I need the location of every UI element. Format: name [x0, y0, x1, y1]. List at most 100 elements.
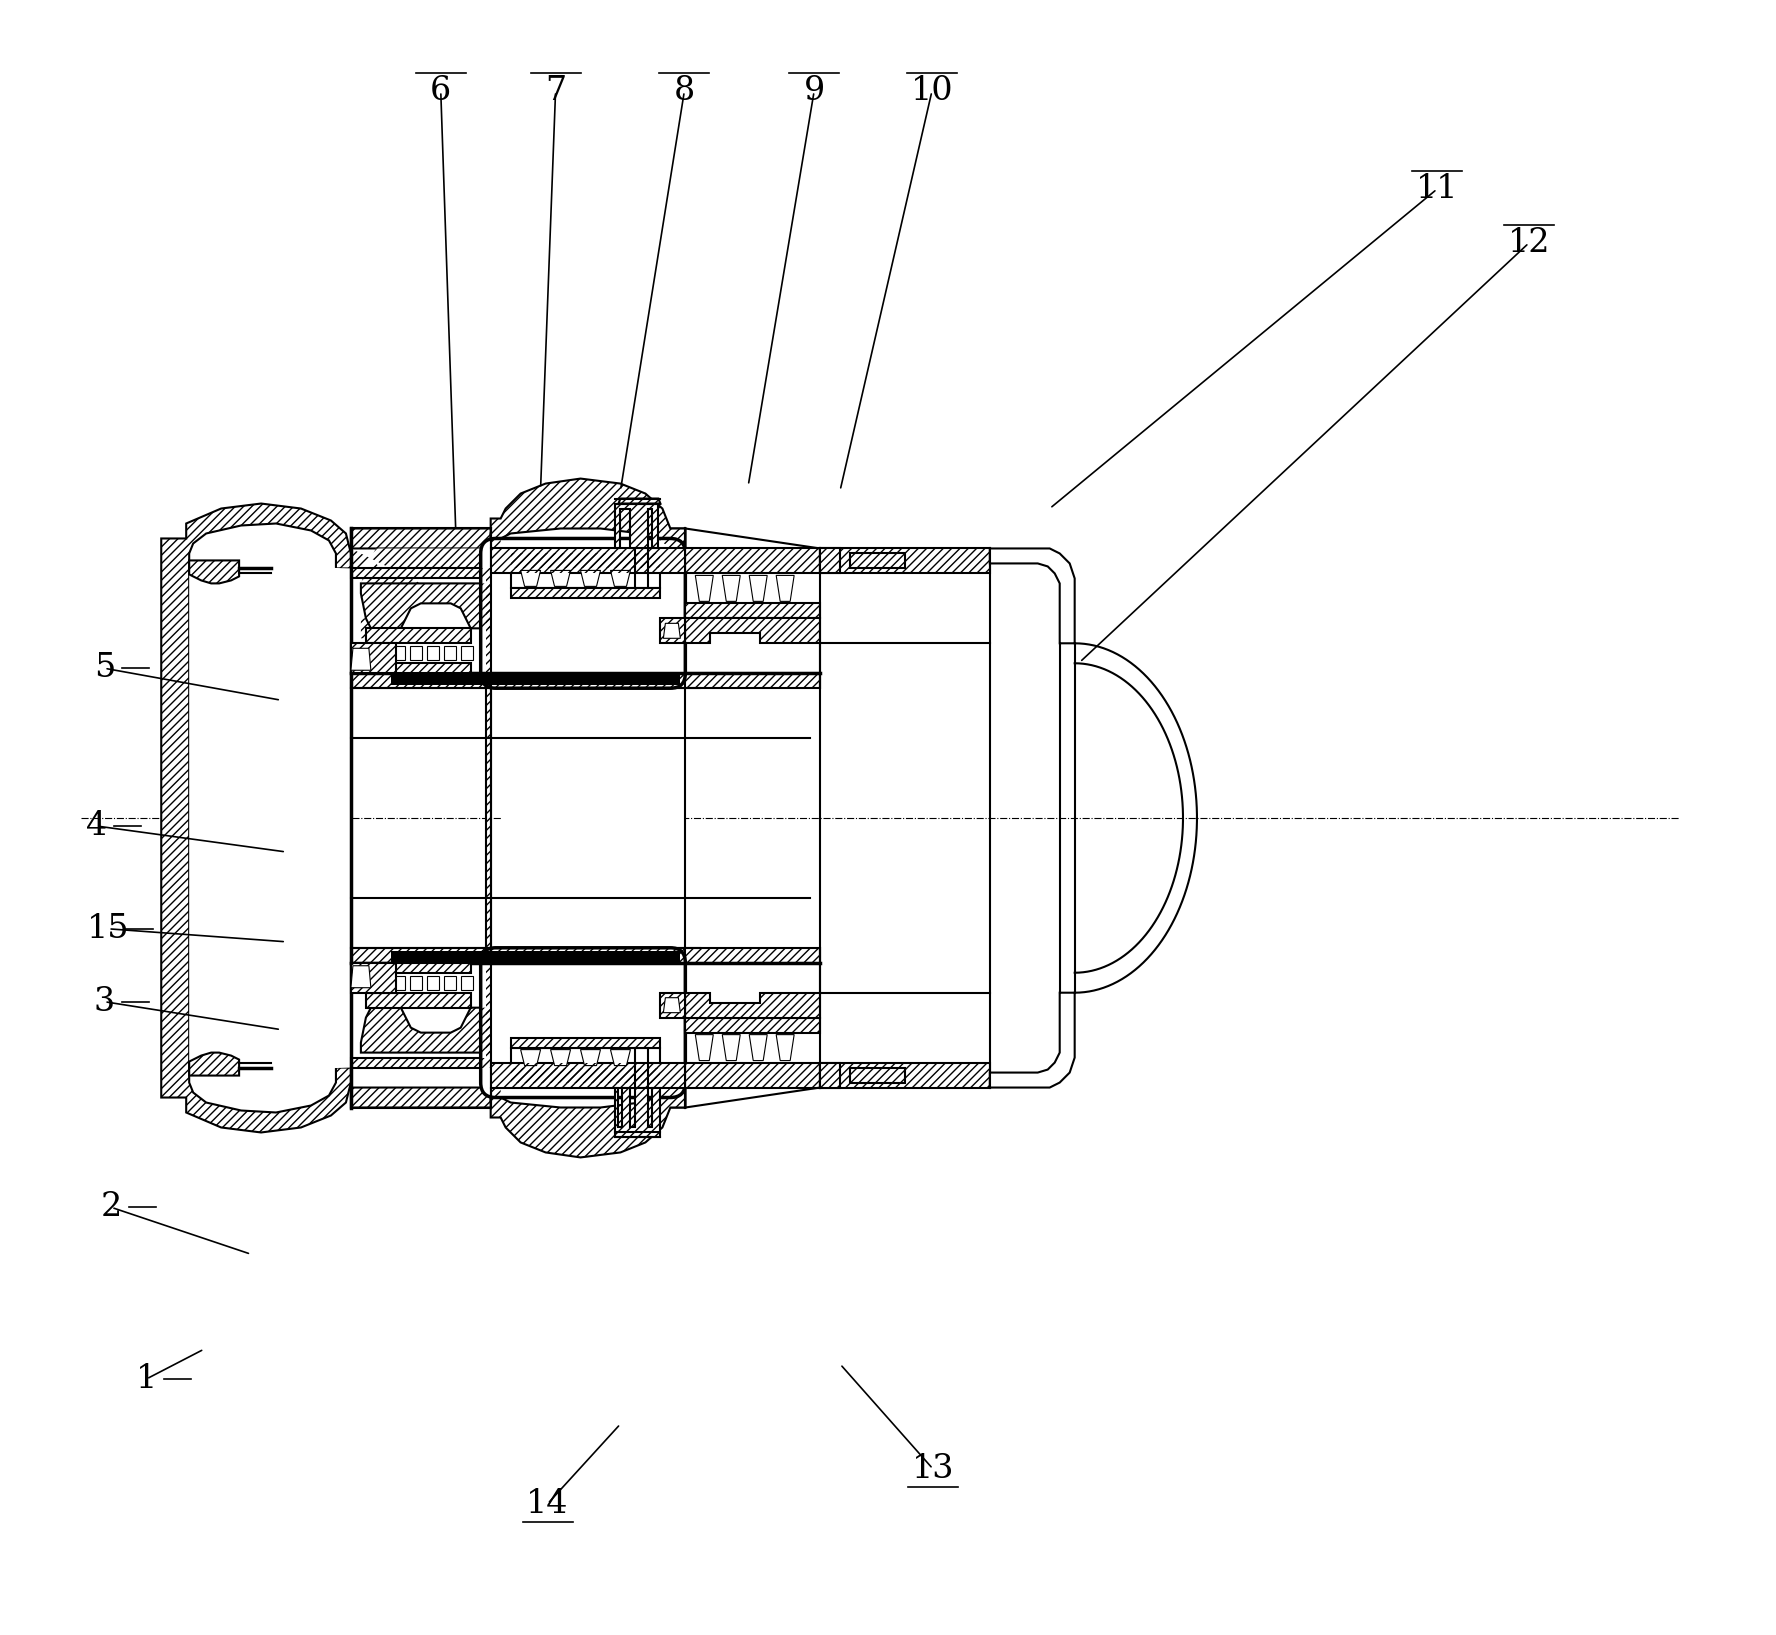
Polygon shape: [821, 1063, 989, 1087]
Text: 5: 5: [94, 652, 115, 685]
Polygon shape: [611, 1050, 630, 1066]
Polygon shape: [851, 1068, 906, 1082]
Text: 4: 4: [85, 809, 107, 842]
Polygon shape: [618, 499, 661, 504]
Polygon shape: [551, 1050, 570, 1066]
Text: 9: 9: [803, 75, 824, 108]
Polygon shape: [511, 1038, 661, 1048]
Polygon shape: [366, 963, 471, 973]
Polygon shape: [490, 1087, 686, 1158]
Polygon shape: [686, 1017, 821, 1033]
Text: 3: 3: [94, 986, 115, 1017]
Polygon shape: [352, 948, 821, 963]
Polygon shape: [686, 992, 821, 1017]
Polygon shape: [989, 992, 1074, 1087]
Polygon shape: [426, 976, 439, 989]
Polygon shape: [551, 571, 570, 587]
Polygon shape: [696, 576, 714, 602]
Polygon shape: [410, 646, 421, 661]
Polygon shape: [366, 992, 471, 1007]
Polygon shape: [377, 976, 387, 989]
Polygon shape: [352, 569, 490, 579]
Polygon shape: [190, 1053, 240, 1076]
Polygon shape: [776, 1035, 794, 1061]
Polygon shape: [851, 554, 906, 569]
Polygon shape: [352, 966, 371, 988]
Polygon shape: [511, 569, 661, 589]
Polygon shape: [821, 1063, 840, 1087]
Polygon shape: [444, 646, 456, 661]
Polygon shape: [611, 571, 630, 587]
Polygon shape: [520, 571, 540, 587]
Text: 7: 7: [545, 75, 567, 108]
Polygon shape: [749, 576, 767, 602]
Polygon shape: [392, 646, 405, 661]
Polygon shape: [366, 664, 471, 674]
Text: 1: 1: [135, 1364, 156, 1395]
Polygon shape: [352, 548, 490, 638]
Polygon shape: [511, 589, 661, 598]
FancyBboxPatch shape: [481, 948, 686, 1097]
Polygon shape: [581, 571, 600, 587]
Polygon shape: [511, 1068, 661, 1082]
Polygon shape: [511, 554, 661, 569]
Polygon shape: [352, 1043, 686, 1107]
Polygon shape: [190, 561, 240, 584]
Polygon shape: [490, 479, 686, 548]
Polygon shape: [664, 623, 680, 638]
Text: 11: 11: [1415, 173, 1458, 204]
Polygon shape: [392, 976, 405, 989]
Polygon shape: [361, 584, 490, 628]
Polygon shape: [410, 976, 421, 989]
Polygon shape: [696, 1035, 714, 1061]
Polygon shape: [686, 618, 821, 643]
Polygon shape: [661, 992, 686, 1017]
Text: 8: 8: [673, 75, 694, 108]
Polygon shape: [520, 1050, 540, 1066]
Polygon shape: [686, 603, 821, 618]
Polygon shape: [686, 548, 821, 574]
Polygon shape: [190, 564, 352, 1073]
Polygon shape: [352, 674, 821, 688]
Polygon shape: [723, 1035, 741, 1061]
Polygon shape: [749, 1035, 767, 1061]
Polygon shape: [581, 1050, 600, 1066]
Polygon shape: [616, 504, 659, 548]
FancyBboxPatch shape: [481, 538, 686, 688]
Polygon shape: [989, 548, 1074, 643]
Polygon shape: [460, 646, 472, 661]
Polygon shape: [821, 548, 989, 574]
Polygon shape: [511, 1048, 661, 1068]
Text: 2: 2: [101, 1192, 123, 1223]
Text: 14: 14: [526, 1488, 568, 1521]
Polygon shape: [352, 963, 396, 992]
Polygon shape: [444, 976, 456, 989]
Text: 15: 15: [87, 912, 130, 945]
Polygon shape: [616, 1087, 661, 1138]
Polygon shape: [723, 576, 741, 602]
Polygon shape: [352, 643, 396, 674]
Polygon shape: [366, 628, 471, 643]
Text: 12: 12: [1508, 227, 1550, 258]
Polygon shape: [391, 952, 680, 963]
Polygon shape: [664, 997, 680, 1012]
Polygon shape: [460, 976, 472, 989]
Polygon shape: [661, 618, 686, 643]
Polygon shape: [490, 548, 686, 574]
Text: 10: 10: [911, 75, 954, 108]
Polygon shape: [391, 674, 680, 685]
Polygon shape: [162, 504, 352, 1133]
Polygon shape: [352, 649, 371, 670]
Polygon shape: [361, 1007, 490, 1053]
Polygon shape: [352, 528, 686, 594]
Polygon shape: [821, 548, 840, 574]
Polygon shape: [501, 548, 686, 1087]
Polygon shape: [352, 1058, 490, 1068]
Polygon shape: [485, 579, 490, 1058]
Text: 6: 6: [430, 75, 451, 108]
Polygon shape: [490, 1063, 686, 1087]
Polygon shape: [686, 1063, 821, 1087]
Polygon shape: [426, 646, 439, 661]
Polygon shape: [377, 646, 387, 661]
Text: 13: 13: [911, 1454, 954, 1485]
